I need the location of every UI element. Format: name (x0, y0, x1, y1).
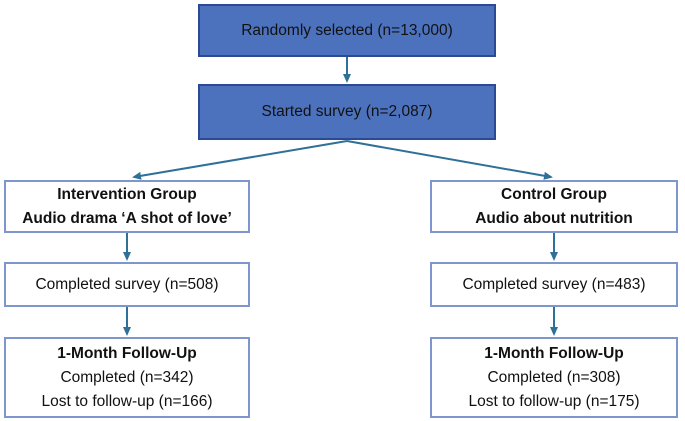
control-group-title: Control Group (501, 185, 607, 203)
intervention-completed-label: Completed survey (n=508) (35, 275, 219, 293)
control-followup-lost: Lost to follow-up (n=175) (468, 392, 640, 410)
intervention-followup-lost: Lost to follow-up (n=166) (41, 392, 213, 410)
randomly-selected-label: Randomly selected (n=13,000) (241, 21, 453, 39)
intervention-followup-completed: Completed (n=342) (60, 368, 194, 386)
intervention-followup-title: 1-Month Follow-Up (57, 344, 197, 362)
control-group-subtitle: Audio about nutrition (475, 209, 633, 227)
randomly-selected-box: Randomly selected (n=13,000) (198, 4, 496, 57)
intervention-group-subtitle: Audio drama ‘A shot of love’ (22, 209, 232, 227)
control-followup-title: 1-Month Follow-Up (484, 344, 624, 362)
intervention-group-box: Intervention Group Audio drama ‘A shot o… (4, 180, 250, 233)
control-followup-completed: Completed (n=308) (487, 368, 621, 386)
control-completed-label: Completed survey (n=483) (462, 275, 646, 293)
arrow-started-to-control (346, 140, 553, 180)
intervention-group-title: Intervention Group (57, 185, 197, 203)
arrow-started-to-intervention (132, 140, 348, 180)
intervention-completed-box: Completed survey (n=508) (4, 262, 250, 307)
control-group-box: Control Group Audio about nutrition (430, 180, 678, 233)
control-completed-box: Completed survey (n=483) (430, 262, 678, 307)
control-followup-box: 1-Month Follow-Up Completed (n=308) Lost… (430, 337, 678, 418)
started-survey-box: Started survey (n=2,087) (198, 84, 496, 140)
intervention-followup-box: 1-Month Follow-Up Completed (n=342) Lost… (4, 337, 250, 418)
started-survey-label: Started survey (n=2,087) (261, 103, 433, 120)
